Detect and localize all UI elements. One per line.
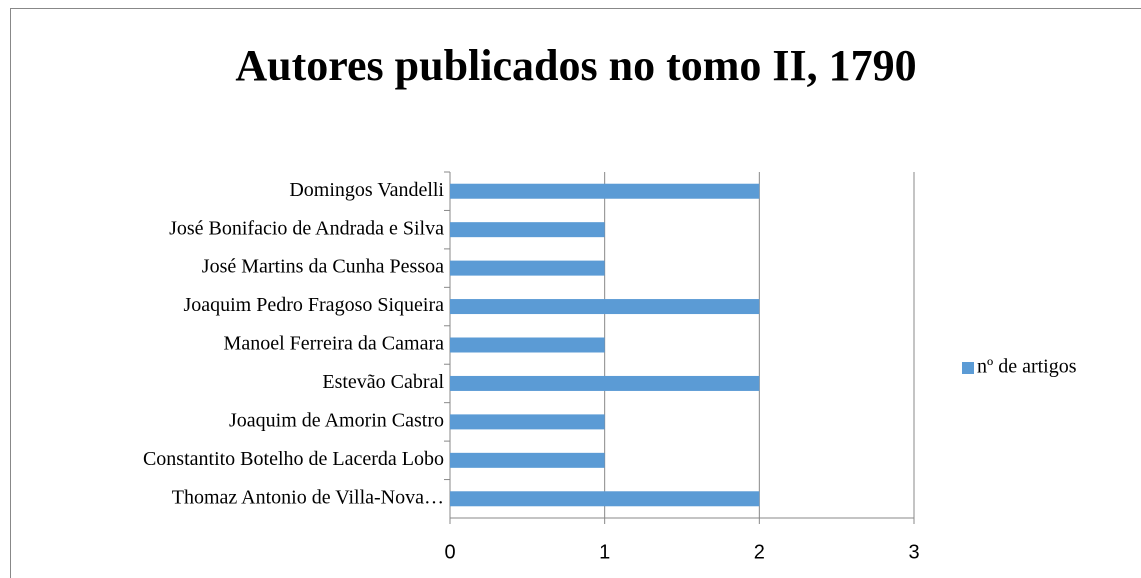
- y-tick-label: Joaquim Pedro Fragoso Siqueira: [183, 294, 444, 316]
- legend-label: nº de artigos: [977, 356, 1077, 378]
- bar: [450, 337, 605, 353]
- y-tick-label: José Martins da Cunha Pessoa: [202, 256, 444, 278]
- bar: [450, 491, 760, 507]
- x-tick-label: 3: [908, 541, 919, 563]
- bar: [450, 299, 760, 315]
- bar: [450, 260, 605, 276]
- bar: [450, 414, 605, 430]
- y-tick-label: Constantito Botelho de Lacerda Lobo: [143, 448, 444, 470]
- bar: [450, 222, 605, 238]
- y-tick-label: Manoel Ferreira da Camara: [224, 333, 445, 355]
- legend-swatch: [962, 362, 974, 374]
- x-tick-label: 0: [444, 541, 455, 563]
- x-tick-label: 1: [599, 541, 610, 563]
- x-tick-label: 2: [754, 541, 765, 563]
- chart-title: Autores publicados no tomo II, 1790: [235, 41, 916, 90]
- y-tick-label: Domingos Vandelli: [289, 179, 444, 201]
- y-tick-label: Joaquim de Amorin Castro: [229, 409, 444, 431]
- y-tick-label: José Bonifacio de Andrada e Silva: [169, 217, 444, 239]
- y-tick-label: Estevão Cabral: [322, 371, 444, 393]
- bar: [450, 452, 605, 468]
- bar: [450, 375, 760, 391]
- y-tick-label: Thomaz Antonio de Villa-Nova…: [172, 486, 444, 508]
- bar: [450, 183, 760, 199]
- chart-frame: [10, 8, 1141, 578]
